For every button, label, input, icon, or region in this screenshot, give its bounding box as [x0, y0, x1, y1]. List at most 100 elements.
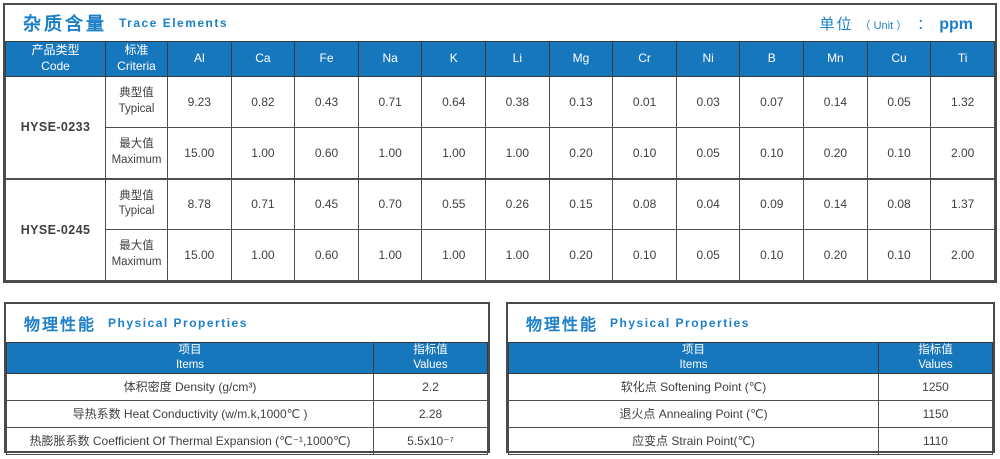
- col-header-items: 项目 Items: [6, 342, 374, 374]
- table-row: 退火点 Annealing Point (℃) 1150: [508, 399, 993, 428]
- value-cell: 0.60: [294, 229, 359, 281]
- element-header: K: [421, 41, 487, 77]
- value-cell: 0.26: [485, 177, 550, 230]
- criteria-zh: 最大值: [119, 138, 154, 151]
- col-header-items-zh: 项目: [682, 344, 705, 356]
- value-cell: 15.00: [167, 127, 232, 179]
- property-item: 导热系数 Heat Conductivity (w/m.k,1000℃ ): [6, 399, 374, 428]
- element-header: Li: [485, 41, 550, 77]
- criteria-en: Maximum: [111, 153, 162, 166]
- property-value: 1150: [878, 399, 993, 428]
- value-cell: 0.55: [421, 177, 487, 230]
- physical-left-title-bar: 物理性能 Physical Properties: [6, 304, 488, 342]
- value-cell: 0.20: [803, 229, 868, 281]
- element-header: Mg: [548, 41, 614, 77]
- table-row: 体积密度 Density (g/cm³) 2.2: [6, 372, 488, 401]
- col-header-items-en: Items: [679, 358, 708, 371]
- value-cell: 0.04: [675, 177, 741, 230]
- value-cell: 0.14: [803, 177, 868, 230]
- criteria-cell: 典型值 Typical: [105, 177, 168, 230]
- table-header-row: 产品类型 Code 标准 Criteria Al Ca Fe Na K Li Mg Cr Ni B…: [5, 41, 995, 77]
- value-cell: 1.00: [230, 229, 296, 281]
- unit-value: ppm: [939, 15, 973, 33]
- value-cell: 0.10: [612, 127, 677, 179]
- value-cell: 0.14: [803, 76, 868, 128]
- value-cell: 1.00: [485, 127, 550, 179]
- property-value: 5.5x10⁻⁷: [373, 426, 488, 455]
- element-header: Cu: [866, 41, 932, 77]
- value-cell: 0.20: [548, 127, 614, 179]
- col-header-values-zh: 指标值: [413, 344, 448, 356]
- col-header-values-en: Values: [918, 358, 953, 371]
- property-value: 2.28: [373, 399, 488, 428]
- property-value: 1110: [878, 426, 993, 455]
- value-cell: 0.10: [866, 229, 932, 281]
- panel-title-zh: 杂质含量: [23, 14, 107, 34]
- criteria-cell: 最大值 Maximum: [105, 229, 168, 281]
- col-header-items: 项目 Items: [508, 342, 879, 374]
- physical-properties-panel-left: 物理性能 Physical Properties 项目 Items 指标值 Va…: [4, 302, 490, 455]
- value-cell: 0.09: [739, 177, 805, 230]
- value-cell: 9.23: [167, 76, 232, 128]
- value-cell: 1.37: [930, 177, 995, 230]
- table-row: 导热系数 Heat Conductivity (w/m.k,1000℃ ) 2.…: [6, 399, 488, 428]
- col-header-items-en: Items: [175, 358, 205, 371]
- value-cell: 0.43: [294, 76, 359, 128]
- element-header: Na: [357, 41, 423, 77]
- criteria-zh: 典型值: [119, 189, 154, 202]
- value-cell: 0.15: [548, 177, 614, 230]
- property-item: 软化点 Softening Point (℃): [508, 372, 879, 401]
- col-header-criteria: 标准 Criteria: [105, 41, 168, 77]
- criteria-en: Maximum: [111, 256, 162, 268]
- value-cell: 0.01: [612, 76, 677, 128]
- table-row: HYSE-0245 典型值 Typical 8.78 0.71 0.45 0.70 0.…: [5, 177, 995, 281]
- value-cell: 1.00: [421, 127, 487, 179]
- value-cell: 0.20: [803, 127, 868, 179]
- value-cell: 0.10: [612, 229, 677, 281]
- physical-properties-panel-right: 物理性能 Physical Properties 项目 Items 指标值 Va…: [506, 302, 995, 455]
- value-cell: 15.00: [167, 229, 232, 281]
- panel-title-en: Trace Elements: [119, 16, 229, 30]
- panel-title-en: Physical Properties: [610, 316, 750, 330]
- col-header-items-zh: 项目: [178, 344, 202, 356]
- value-cell: 0.05: [866, 76, 932, 128]
- element-header: Mn: [803, 41, 868, 77]
- col-header-values: 指标值 Values: [878, 342, 993, 374]
- panel-title-zh: 物理性能: [24, 317, 97, 334]
- physical-right-title-bar: 物理性能 Physical Properties: [508, 304, 993, 342]
- value-cell: 0.70: [357, 177, 423, 230]
- value-cell: 0.82: [230, 76, 296, 128]
- panel-title-en: Physical Properties: [108, 316, 248, 330]
- value-cell: 0.10: [866, 127, 932, 179]
- col-header-code: 产品类型 Code: [5, 41, 106, 77]
- criteria-cell: 最大值 Maximum: [105, 127, 168, 179]
- value-cell: 1.00: [230, 127, 296, 179]
- table-row: 热膨胀系数 Coefficient Of Thermal Expansion (…: [6, 426, 488, 455]
- table-row: 最大值 Maximum 15.00 1.00 0.60 1.00 1.00 1.00 0.2…: [6, 229, 995, 281]
- value-cell: 1.32: [930, 76, 995, 128]
- table-header-row: 项目 Items 指标值 Values: [508, 342, 993, 374]
- value-cell: 0.05: [675, 127, 741, 179]
- table-row: 应变点 Strain Point(℃) 1110: [508, 426, 993, 455]
- value-cell: 0.03: [675, 76, 741, 128]
- property-item: 退火点 Annealing Point (℃): [508, 399, 879, 428]
- col-header-values: 指标值 Values: [373, 342, 488, 374]
- criteria-cell: 典型值 Typical: [105, 76, 168, 128]
- value-cell: 0.13: [548, 76, 614, 128]
- value-cell: 0.10: [739, 127, 805, 179]
- value-cell: 1.00: [357, 229, 423, 281]
- value-cell: 0.10: [739, 229, 805, 281]
- value-cell: 8.78: [167, 177, 232, 230]
- criteria-en: Typical: [118, 205, 155, 218]
- value-cell: 0.64: [421, 76, 487, 128]
- property-item: 应变点 Strain Point(℃): [508, 426, 879, 455]
- col-header-code-zh: 产品类型: [31, 43, 80, 58]
- value-cell: 0.38: [485, 76, 550, 128]
- property-value: 2.2: [373, 372, 488, 401]
- value-cell: 2.00: [930, 127, 995, 179]
- product-code: HYSE-0245: [5, 177, 106, 281]
- panel-title-zh: 物理性能: [526, 317, 599, 334]
- unit-label-en: （ Unit ）: [859, 19, 908, 32]
- value-cell: 0.71: [357, 76, 423, 128]
